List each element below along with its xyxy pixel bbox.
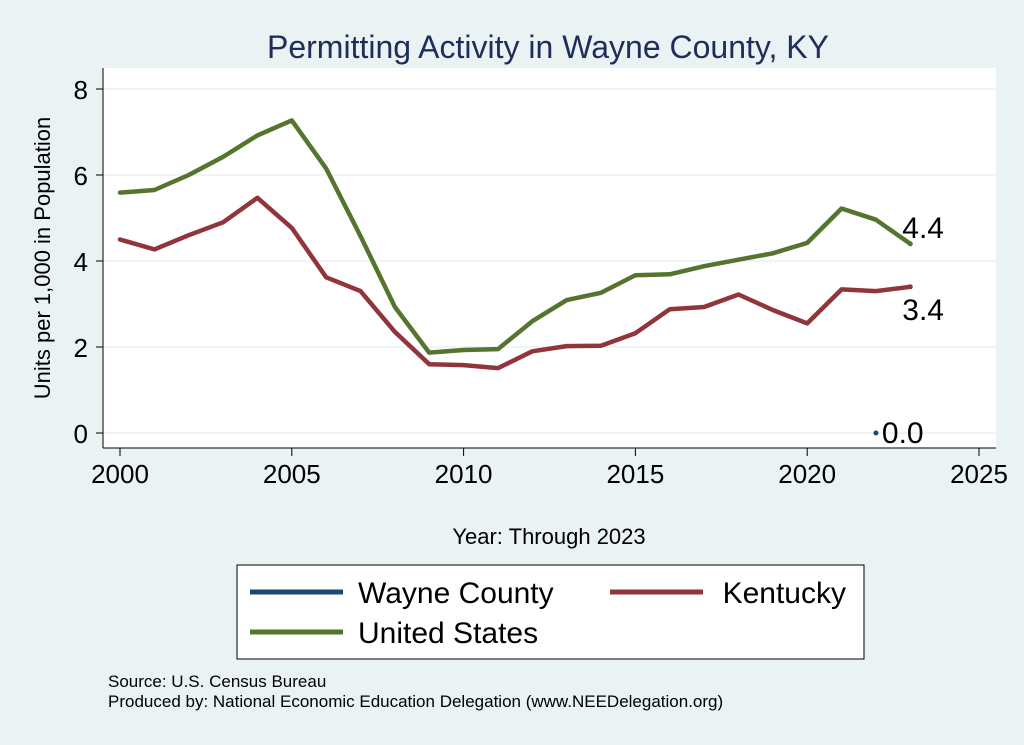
legend-label-united-states: United States bbox=[358, 617, 538, 650]
united-states-end-point bbox=[907, 241, 913, 247]
x-axis-ticks: 2000 2005 2010 2015 2020 2025 bbox=[91, 448, 1008, 489]
united-states-line bbox=[117, 118, 913, 355]
plot-area bbox=[103, 68, 996, 448]
y-tick-label: 8 bbox=[74, 75, 88, 105]
y-axis-label: Units per 1,000 in Population bbox=[30, 117, 55, 400]
x-tick-label: 2000 bbox=[91, 459, 149, 489]
series-group: 0.0 3.4 4.4 bbox=[117, 118, 944, 450]
grid-lines bbox=[103, 88, 996, 434]
legend: Wayne County Kentucky United States bbox=[250, 577, 846, 650]
legend-box bbox=[236, 564, 865, 660]
y-axis-ticks: 0 2 4 6 8 bbox=[74, 75, 103, 449]
y-tick-label: 4 bbox=[74, 247, 88, 277]
source-note: Source: U.S. Census Bureau bbox=[108, 672, 327, 691]
kentucky-line bbox=[117, 195, 913, 371]
united-states-end-label: 4.4 bbox=[902, 212, 944, 245]
x-tick-label: 2010 bbox=[435, 459, 493, 489]
x-tick-label: 2020 bbox=[778, 459, 836, 489]
kentucky-end-point bbox=[907, 284, 913, 290]
x-axis-label: Year: Through 2023 bbox=[452, 524, 645, 549]
wayne-county-end-label: 0.0 bbox=[882, 417, 924, 450]
y-tick-label: 2 bbox=[74, 333, 88, 363]
chart-title: Permitting Activity in Wayne County, KY bbox=[267, 29, 829, 65]
y-tick-label: 0 bbox=[74, 419, 88, 449]
legend-label-wayne-county: Wayne County bbox=[358, 577, 554, 610]
y-tick-label: 6 bbox=[74, 161, 88, 191]
wayne-county-end-point bbox=[873, 430, 879, 436]
legend-label-kentucky: Kentucky bbox=[723, 577, 846, 610]
kentucky-end-label: 3.4 bbox=[902, 294, 944, 327]
x-tick-label: 2005 bbox=[263, 459, 321, 489]
x-tick-label: 2015 bbox=[606, 459, 664, 489]
x-tick-label: 2025 bbox=[950, 459, 1008, 489]
producer-note: Produced by: National Economic Education… bbox=[108, 692, 724, 711]
